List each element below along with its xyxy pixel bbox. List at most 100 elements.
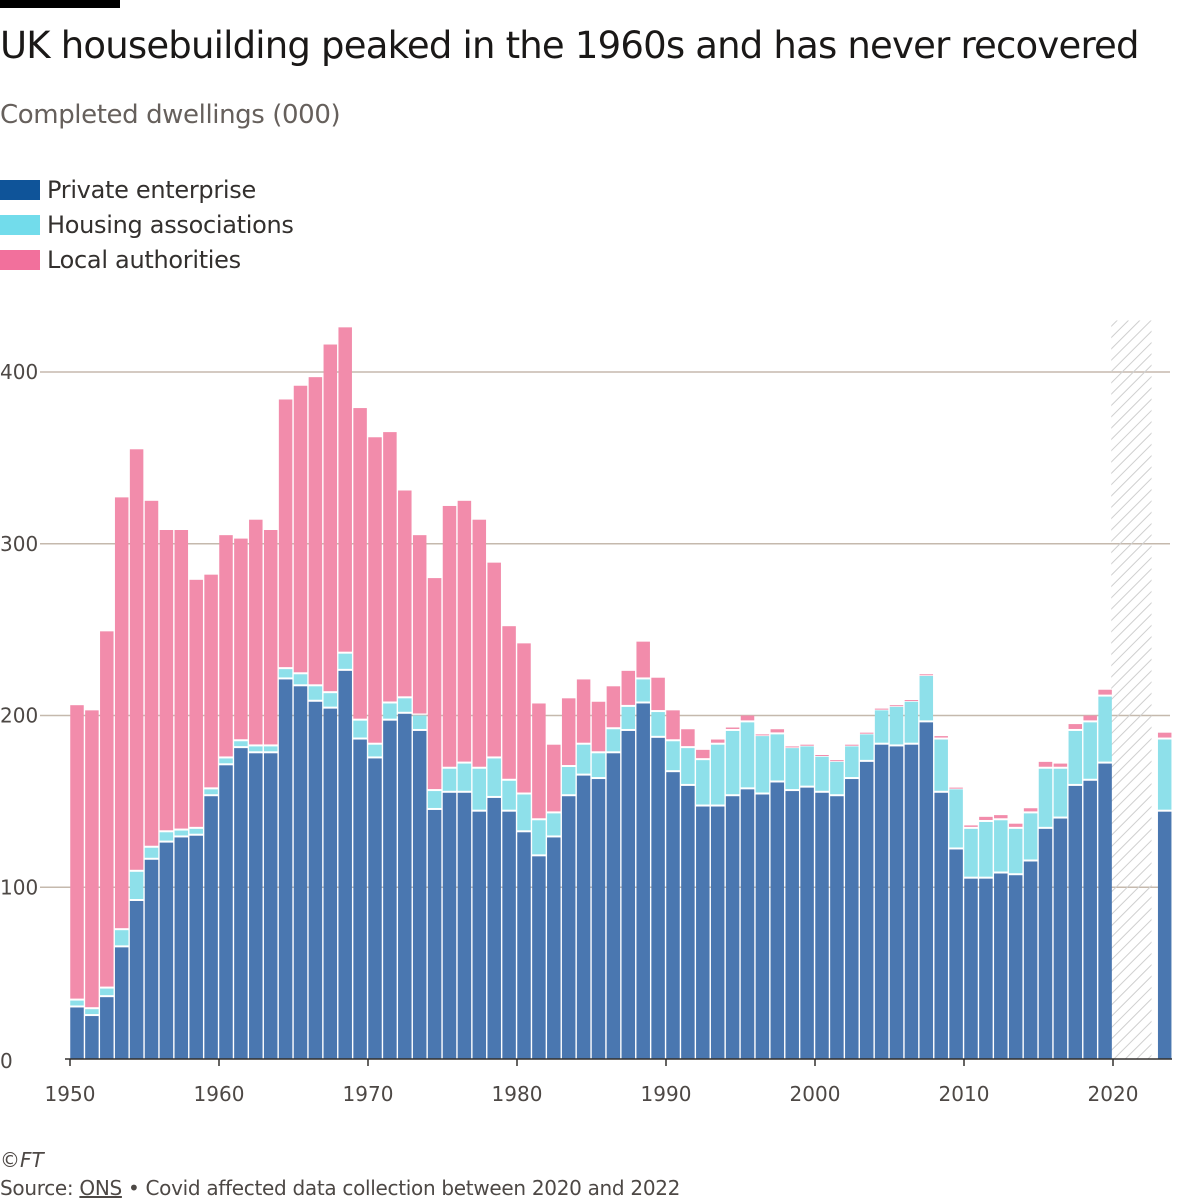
bar-local-authorities: [800, 744, 814, 746]
bar-local-authorities: [517, 643, 531, 793]
bar-private: [904, 744, 919, 1059]
bar-private: [651, 737, 665, 1059]
bar-local-authorities: [532, 703, 546, 819]
legend-item-ha: Housing associations: [0, 207, 294, 242]
bar-local-authorities: [472, 519, 487, 767]
bar-private: [308, 701, 323, 1059]
bar-housing-associations: [1008, 828, 1023, 874]
bar-housing-associations: [502, 780, 516, 810]
bar-private: [755, 794, 770, 1059]
bar-housing-associations: [234, 741, 248, 747]
bar-local-authorities: [1068, 724, 1083, 729]
bar-private: [487, 797, 501, 1059]
bar-private: [234, 748, 248, 1059]
bar-private: [845, 779, 859, 1059]
bar-housing-associations: [1023, 813, 1038, 860]
bar-housing-associations: [204, 789, 218, 795]
bar-housing-associations: [591, 753, 606, 778]
bar-local-authorities: [561, 698, 576, 766]
bar-housing-associations: [85, 1009, 99, 1015]
bar-housing-associations: [561, 767, 576, 795]
bar-local-authorities: [934, 736, 948, 738]
bar-private: [964, 878, 978, 1059]
bar-housing-associations: [100, 988, 114, 996]
bar-private: [710, 806, 725, 1059]
bar-private: [547, 837, 561, 1059]
bar-private: [398, 713, 412, 1059]
bar-private: [934, 792, 948, 1059]
bar-private: [1053, 818, 1068, 1059]
bar-housing-associations: [800, 746, 814, 786]
bar-private: [189, 835, 203, 1059]
bar-private: [696, 806, 710, 1059]
bar-housing-associations: [681, 748, 695, 784]
bar-local-authorities: [1098, 689, 1112, 695]
bar-local-authorities: [696, 749, 710, 759]
bar-housing-associations: [770, 734, 785, 781]
bar-local-authorities: [889, 705, 904, 707]
bar-local-authorities: [755, 734, 770, 736]
bar-private: [815, 792, 829, 1059]
bar-housing-associations: [293, 674, 308, 685]
bar-local-authorities: [785, 746, 799, 748]
bar-local-authorities: [412, 535, 427, 714]
bar-private: [204, 796, 218, 1059]
bar-local-authorities: [591, 701, 606, 752]
x-tick-label: 2020: [1088, 1082, 1139, 1106]
bar-local-authorities: [636, 641, 650, 678]
bar-local-authorities: [353, 408, 367, 719]
bar-housing-associations: [263, 746, 278, 752]
bar-housing-associations: [189, 828, 203, 834]
bar-housing-associations: [696, 760, 710, 805]
bar-private: [278, 679, 293, 1059]
bar-private: [591, 779, 606, 1059]
bar-local-authorities: [770, 729, 785, 733]
bar-private: [249, 753, 263, 1059]
bar-private: [353, 739, 367, 1059]
bar-private: [636, 703, 650, 1059]
bar-local-authorities: [100, 631, 114, 987]
bar-local-authorities: [651, 677, 665, 711]
bar-private: [1068, 785, 1083, 1059]
bar-housing-associations: [949, 789, 963, 848]
covid-shaded-region: [1111, 320, 1152, 1060]
bar-private: [85, 1016, 99, 1059]
bar-private: [725, 796, 740, 1059]
bar-local-authorities: [1008, 823, 1023, 827]
source-link[interactable]: ONS: [79, 1176, 122, 1200]
bar-housing-associations: [904, 701, 919, 743]
bar-housing-associations: [442, 768, 457, 791]
bar-local-authorities: [323, 344, 338, 692]
bar-housing-associations: [636, 679, 650, 702]
bar-housing-associations: [979, 821, 993, 877]
y-tick-label: 300: [0, 532, 38, 556]
bar-housing-associations: [859, 734, 874, 760]
bar-local-authorities: [576, 679, 591, 743]
source-note: Source: ONS • Covid affected data collec…: [0, 1176, 680, 1200]
chart-title: UK housebuilding peaked in the 1960s and…: [0, 24, 1140, 67]
bar-local-authorities: [70, 705, 84, 999]
bar-housing-associations: [1083, 722, 1097, 779]
bar-private: [859, 761, 874, 1059]
bar-private: [621, 730, 636, 1059]
bar-housing-associations: [368, 744, 382, 757]
bar-private: [383, 720, 397, 1059]
bar-local-authorities: [919, 674, 934, 676]
bar-private: [517, 832, 531, 1059]
bar-housing-associations: [412, 715, 427, 729]
bar-private: [174, 837, 189, 1059]
bar-housing-associations: [353, 720, 367, 738]
bar-housing-associations: [651, 712, 665, 736]
bar-local-authorities: [129, 449, 144, 870]
bar-private: [561, 796, 576, 1059]
bar-housing-associations: [249, 746, 263, 752]
bar-private: [874, 744, 889, 1059]
y-tick-label: 200: [0, 704, 38, 728]
bar-private: [457, 792, 472, 1059]
bar-private: [1038, 828, 1053, 1059]
legend-label: Housing associations: [47, 210, 294, 239]
bar-housing-associations: [1068, 730, 1083, 784]
bar-local-authorities: [547, 744, 561, 812]
bar-private: [979, 878, 993, 1059]
